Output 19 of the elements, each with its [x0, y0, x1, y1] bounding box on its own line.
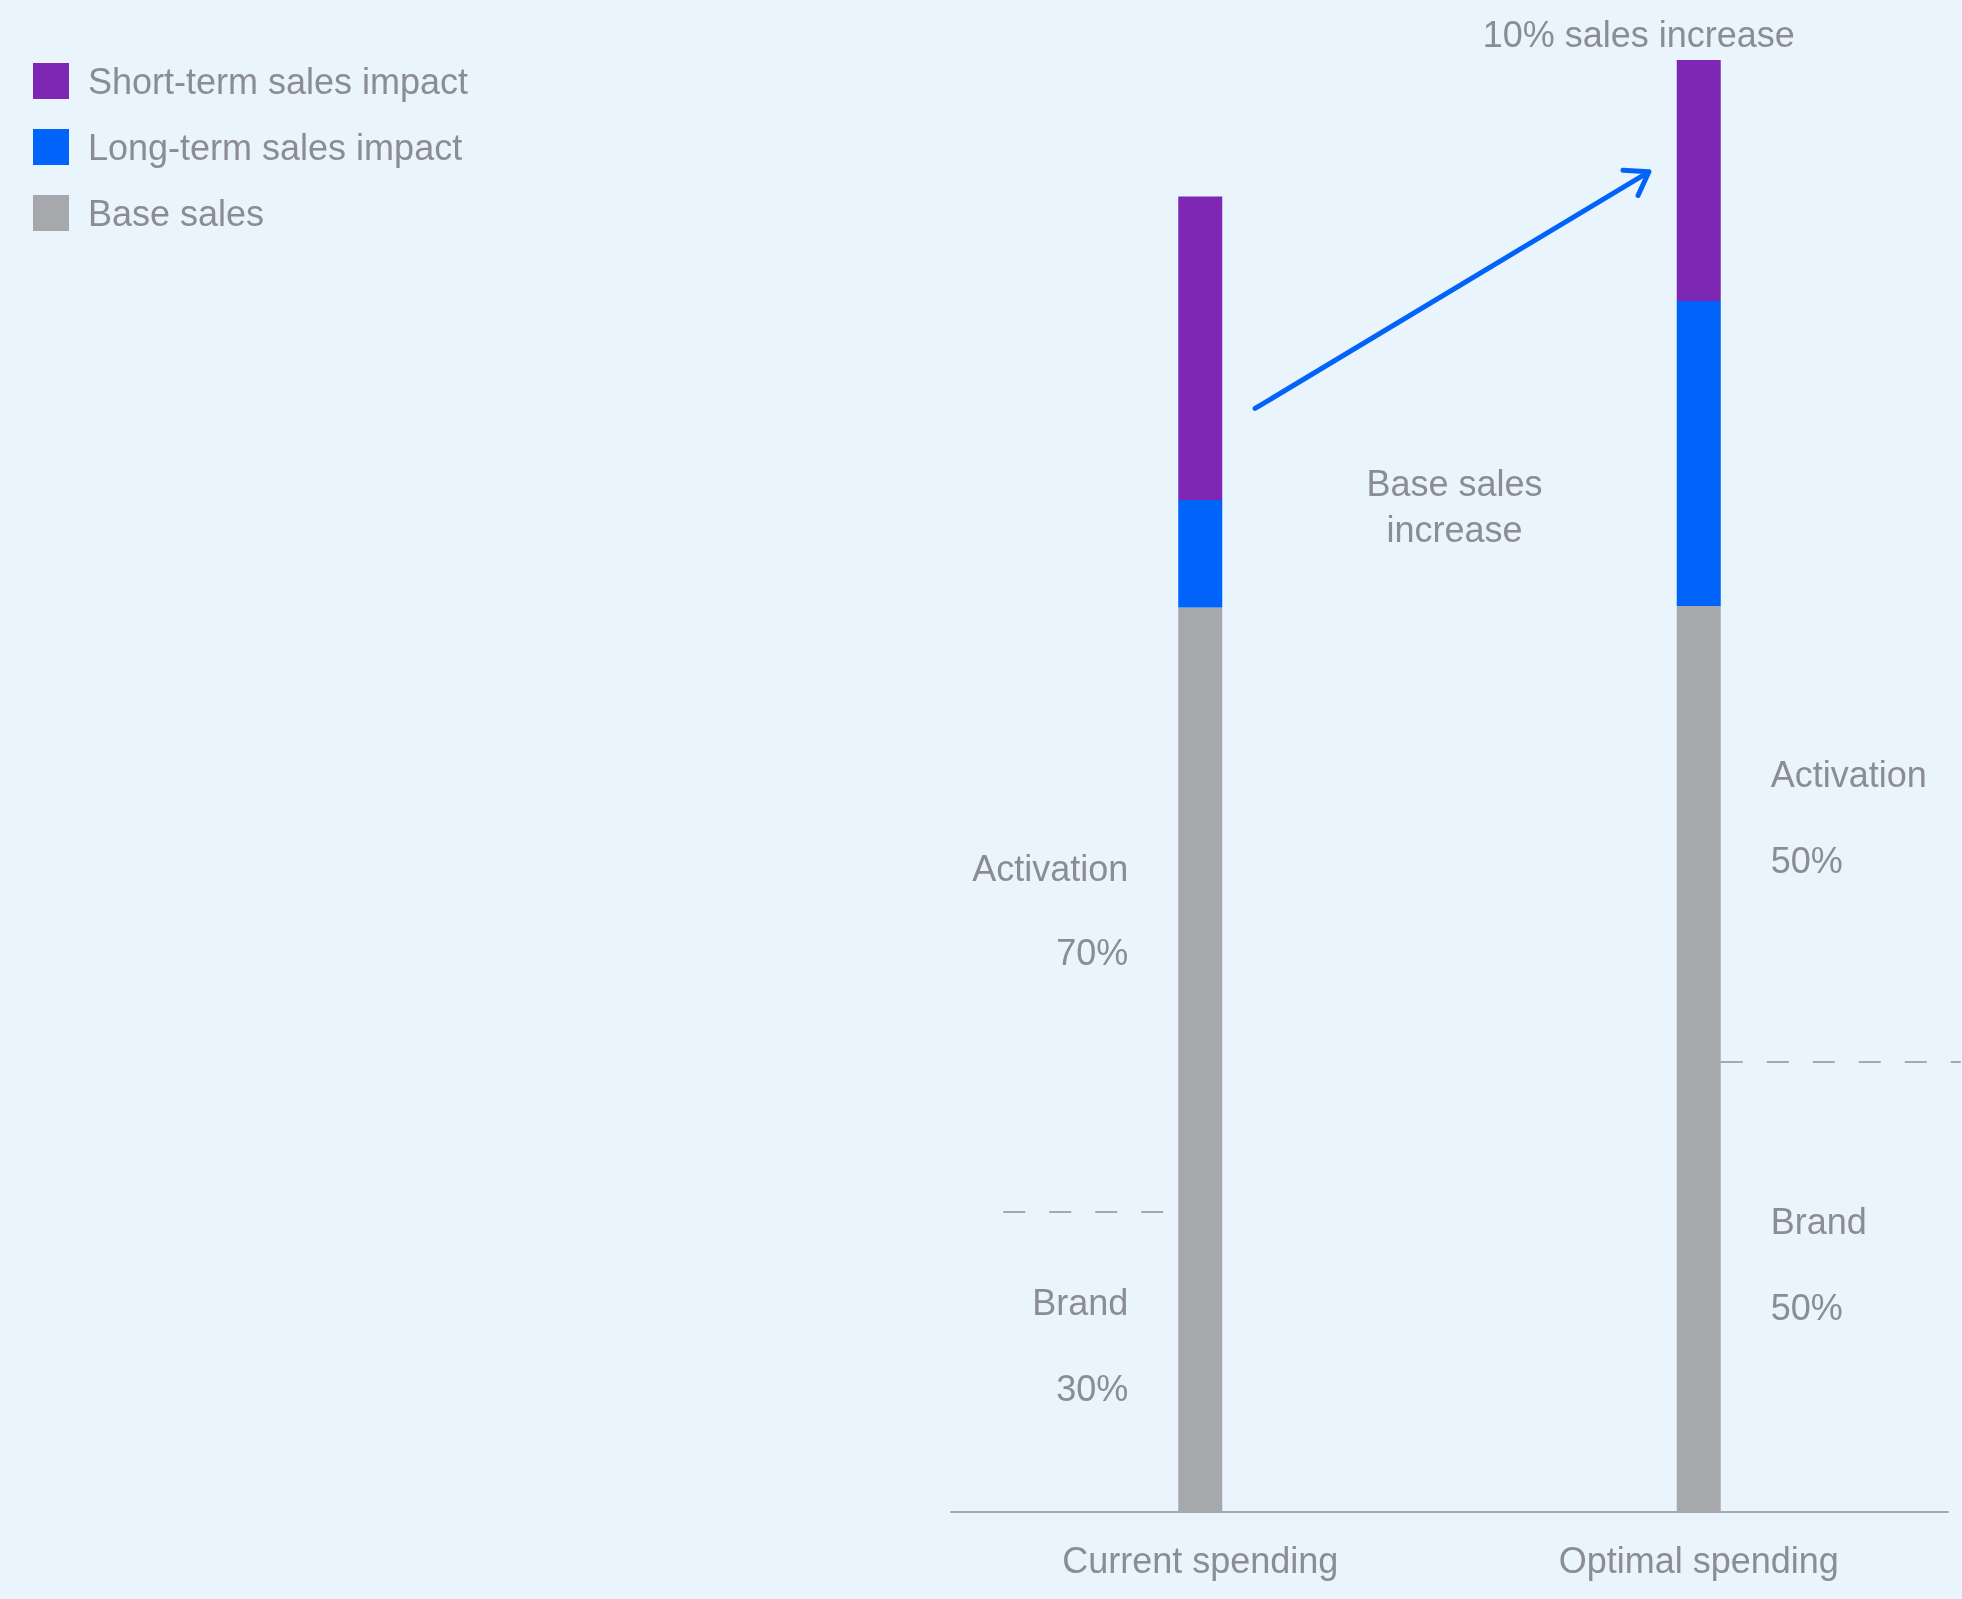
annotation: Activation [1770, 753, 1927, 795]
x-tick-label: Optimal spending [1558, 1539, 1839, 1581]
annotation: Activation [972, 848, 1129, 890]
legend-label: Short-term sales impact [88, 60, 469, 102]
legend-label: Base sales [88, 192, 265, 234]
annotation: 50% [1770, 1286, 1843, 1328]
annotation: 30% [1056, 1368, 1129, 1410]
bar [1676, 60, 1721, 302]
bar [1178, 196, 1223, 500]
legend-label: Long-term sales impact [88, 126, 463, 168]
annotation: 10% sales increase [1482, 13, 1795, 55]
annotation: Brand [1770, 1201, 1867, 1243]
bar [1676, 301, 1721, 606]
annotation: 50% [1770, 839, 1843, 881]
x-tick-label: Current spending [1062, 1539, 1339, 1581]
bar [1178, 499, 1223, 608]
annotation: 70% [1056, 932, 1129, 974]
annotation: Base sales increase [1366, 463, 1543, 551]
annotation: Brand [1032, 1282, 1129, 1324]
